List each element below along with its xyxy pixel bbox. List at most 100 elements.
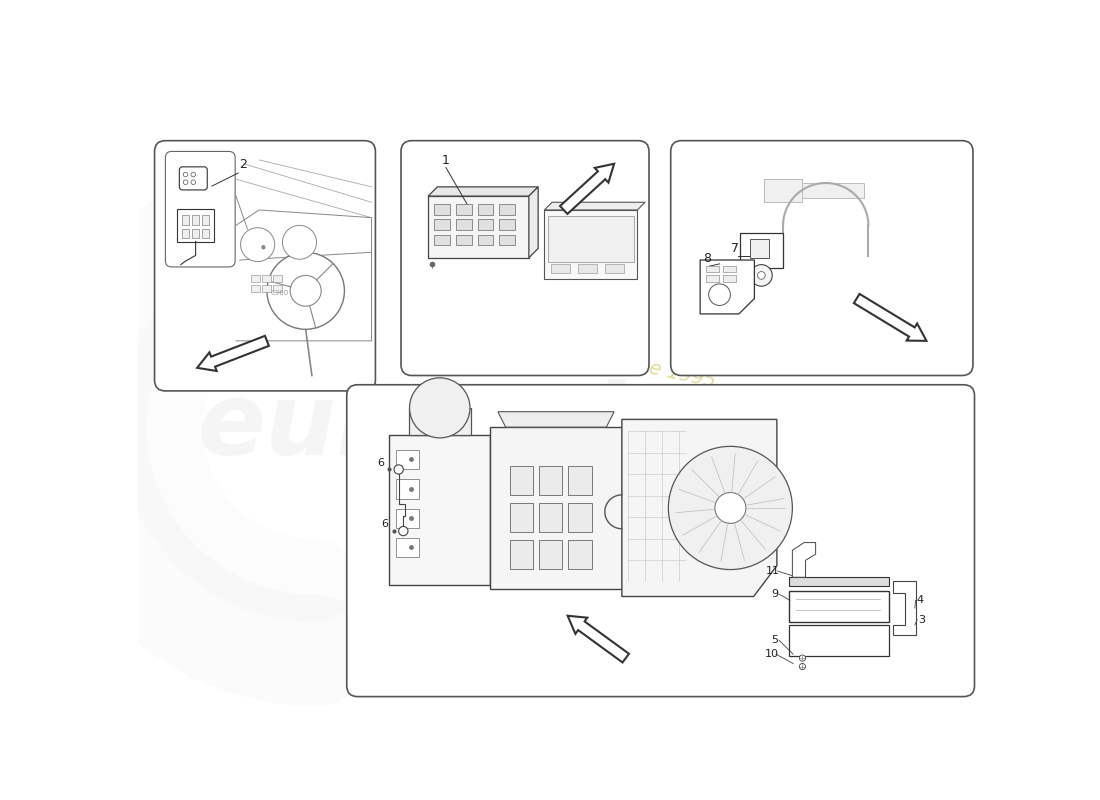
Text: 4: 4 [916, 595, 924, 606]
Bar [569, 502, 592, 532]
FancyBboxPatch shape [671, 141, 974, 375]
Text: 9: 9 [771, 589, 778, 599]
Polygon shape [498, 412, 614, 427]
Polygon shape [428, 187, 538, 196]
Polygon shape [854, 294, 926, 341]
Text: 11: 11 [766, 566, 780, 576]
Circle shape [800, 655, 805, 661]
Bar [569, 539, 592, 569]
Text: eurooelcs: eurooelcs [197, 378, 745, 475]
Bar [750, 239, 769, 258]
Bar [191, 215, 199, 225]
Bar [706, 275, 718, 282]
Bar [789, 625, 889, 656]
Bar [456, 204, 472, 214]
Circle shape [708, 284, 730, 306]
Bar [434, 219, 450, 230]
Polygon shape [700, 260, 755, 314]
Bar [396, 538, 419, 558]
Polygon shape [544, 210, 637, 279]
Text: 10: 10 [764, 650, 779, 659]
Bar [499, 234, 515, 246]
Circle shape [290, 275, 321, 306]
Bar [396, 450, 419, 470]
Bar [396, 479, 419, 498]
Bar [569, 466, 592, 495]
Polygon shape [197, 336, 268, 371]
Bar [182, 215, 189, 225]
Text: 3: 3 [918, 614, 925, 625]
FancyBboxPatch shape [179, 167, 207, 190]
Circle shape [800, 663, 805, 670]
FancyBboxPatch shape [346, 385, 975, 697]
Bar [740, 233, 783, 268]
Polygon shape [893, 581, 916, 635]
Bar [201, 230, 209, 238]
Bar [578, 264, 597, 273]
Text: 6: 6 [382, 519, 388, 530]
Bar [477, 204, 493, 214]
Circle shape [191, 180, 196, 185]
Circle shape [191, 172, 196, 177]
Bar [477, 234, 493, 246]
Circle shape [184, 180, 188, 185]
Polygon shape [560, 164, 614, 214]
Bar [499, 204, 515, 214]
Circle shape [184, 172, 188, 177]
Bar [201, 215, 209, 225]
Text: 8: 8 [703, 252, 712, 266]
Bar [252, 275, 260, 282]
Bar [273, 275, 282, 282]
Bar [409, 408, 471, 435]
Polygon shape [621, 419, 777, 597]
Bar [262, 275, 271, 282]
FancyBboxPatch shape [402, 141, 649, 375]
Circle shape [267, 252, 344, 330]
Bar [509, 539, 532, 569]
Text: 2: 2 [239, 158, 246, 171]
Bar [456, 219, 472, 230]
Bar [706, 266, 718, 272]
Circle shape [750, 265, 772, 286]
Bar [456, 234, 472, 246]
Bar [539, 539, 562, 569]
Bar [548, 216, 634, 262]
Bar [724, 266, 736, 272]
Circle shape [669, 446, 792, 570]
FancyBboxPatch shape [165, 151, 235, 267]
Polygon shape [763, 179, 803, 202]
Bar [434, 204, 450, 214]
Polygon shape [792, 542, 815, 578]
Circle shape [715, 493, 746, 523]
Bar [191, 230, 199, 238]
Circle shape [283, 226, 317, 259]
Bar [605, 264, 624, 273]
Circle shape [241, 228, 275, 262]
Circle shape [409, 378, 470, 438]
Bar [499, 219, 515, 230]
Bar [509, 466, 532, 495]
Bar [509, 502, 532, 532]
FancyBboxPatch shape [154, 141, 375, 391]
Bar [789, 591, 889, 622]
Text: 1: 1 [441, 154, 449, 166]
Bar [177, 209, 214, 242]
Polygon shape [803, 183, 865, 198]
Circle shape [398, 526, 408, 536]
Polygon shape [428, 196, 529, 258]
Polygon shape [529, 187, 538, 258]
Text: 5: 5 [771, 635, 778, 646]
Text: a passion for details since 1995: a passion for details since 1995 [410, 309, 717, 391]
Bar [182, 230, 189, 238]
Bar [551, 264, 570, 273]
Bar [539, 502, 562, 532]
Bar [724, 275, 736, 282]
Bar [389, 435, 491, 585]
Bar [539, 466, 562, 495]
Bar [273, 285, 282, 291]
Bar [491, 427, 622, 589]
Bar [434, 234, 450, 246]
Polygon shape [544, 202, 645, 210]
Circle shape [758, 271, 766, 279]
Text: 7: 7 [732, 242, 739, 255]
